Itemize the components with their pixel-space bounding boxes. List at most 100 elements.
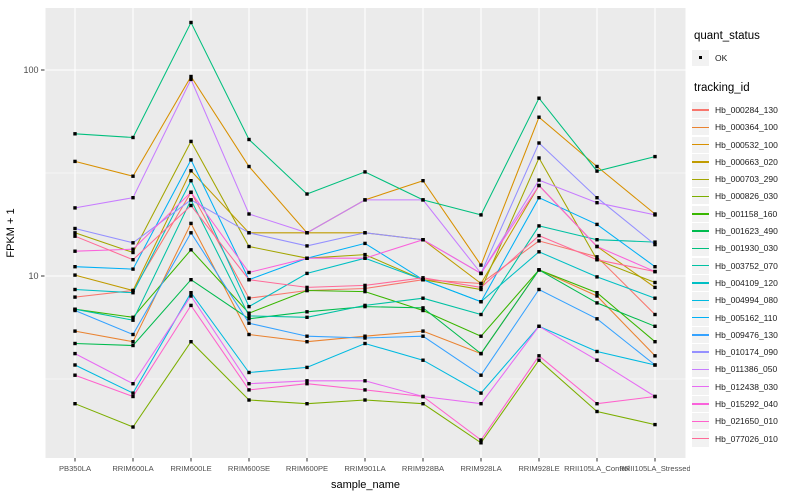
data-point [653,340,657,344]
data-point [131,332,135,337]
data-point [247,398,251,402]
x-tick-label: RRIM600LA [112,464,154,473]
data-point [421,278,425,282]
data-point [305,271,309,276]
data-point [131,291,135,295]
legend-line-sample [692,316,709,319]
data-point [363,252,367,257]
data-point [247,388,251,392]
tracking-id-legend-keys: Hb_000284_130 Hb_000364_100 Hb_000532_100 H… [692,101,798,447]
quant-status-legend-keys: OK [692,49,798,66]
tracking-id-key-Hb_021650_010: Hb_021650_010 [692,413,798,430]
data-point [363,241,367,246]
data-point [131,267,135,271]
x-tick-label: RRIM928BA [402,464,445,473]
data-point [247,231,251,235]
x-tick-label: RRIM600SE [228,464,270,473]
legend-line-sample [692,437,709,440]
data-point [595,169,599,173]
data-point [479,391,483,395]
data-point [73,234,77,238]
data-point [421,358,425,362]
data-point [421,402,425,406]
line-swatch-icon [692,378,709,395]
tracking-id-key-label: Hb_004994_080 [715,295,778,306]
tracking-id-key-Hb_000284_130: Hb_000284_130 [692,101,798,118]
data-point [131,340,135,344]
data-point [363,283,367,288]
tracking-id-key-label: Hb_001623_490 [715,226,778,237]
data-point [305,288,309,293]
data-point [305,244,309,248]
data-point [653,324,657,328]
tracking-id-key-label: Hb_000826_030 [715,191,778,202]
tracking-id-key-label: Hb_001158_160 [715,208,778,219]
data-point [653,422,657,427]
x-axis-title: sample_name [331,479,400,491]
data-point [131,315,135,319]
data-point [537,324,541,328]
data-point [421,296,425,300]
data-point [247,270,251,275]
data-point [479,438,483,442]
data-point [363,198,367,202]
data-point [363,336,367,340]
data-point [189,291,193,295]
data-point [305,256,309,260]
tracking-id-key-Hb_004994_080: Hb_004994_080 [692,292,798,309]
x-tick-label: RRII105LA_Stressed [619,464,690,473]
tracking-id-key-Hb_011386_050: Hb_011386_050 [692,361,798,378]
line-swatch-icon [692,344,709,361]
data-point [595,196,599,200]
data-point [73,287,77,292]
data-point [131,382,135,386]
x-tick-label: RRIM928LE [518,464,559,473]
data-point [653,242,657,247]
legend-line-sample [692,195,709,198]
data-point [537,239,541,243]
y-axis-title: FPKM + 1 [5,208,17,257]
data-point [247,311,251,315]
data-point [305,379,309,383]
data-point [131,135,135,140]
data-point [595,244,599,249]
data-point [247,244,251,249]
data-point [595,317,599,321]
data-point [479,213,483,217]
legend-line-sample [692,420,709,423]
data-point [479,441,483,445]
legend-line-sample [692,368,709,371]
data-point [653,265,657,269]
line-swatch-icon [692,326,709,343]
data-point [537,96,541,100]
quant-status-legend-title: quant_status [694,30,760,42]
data-point [595,291,599,295]
data-point [305,402,309,406]
data-point [421,179,425,183]
tracking-id-key-Hb_005162_110: Hb_005162_110 [692,309,798,326]
data-point [479,373,483,377]
data-point [363,398,367,402]
line-swatch-icon [692,309,709,326]
line-swatch-icon [692,101,709,118]
data-point [247,332,251,337]
data-point [653,354,657,358]
legend-line-sample [692,265,709,267]
data-point [305,315,309,319]
tracking-id-key-label: Hb_000364_100 [715,122,778,133]
data-point [247,304,251,309]
data-point [595,201,599,205]
data-point [247,314,251,318]
x-tick-label: RRIM901LA [344,464,386,473]
data-point [305,340,309,344]
data-point [73,308,77,313]
data-point [131,318,135,322]
data-point [189,179,193,183]
tracking-id-key-Hb_000826_030: Hb_000826_030 [692,188,798,205]
data-point [537,115,541,119]
data-point [479,263,483,267]
data-point [73,265,77,269]
data-point [189,303,193,308]
data-point [595,402,599,406]
legend-line-sample [692,126,709,129]
